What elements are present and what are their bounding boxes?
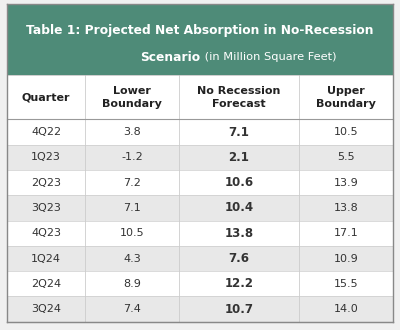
Text: 4.3: 4.3 (123, 253, 141, 264)
Text: 7.1: 7.1 (228, 126, 249, 139)
Text: 1Q24: 1Q24 (31, 253, 61, 264)
Bar (7, 119, 393, 145)
Text: 10.7: 10.7 (224, 303, 254, 315)
Bar (7, 195, 393, 220)
Text: 10.5: 10.5 (334, 127, 358, 137)
Bar (7, 296, 393, 322)
Text: 7.4: 7.4 (123, 304, 141, 314)
Bar (7, 145, 393, 170)
Text: 13.9: 13.9 (334, 178, 358, 188)
Text: -1.2: -1.2 (121, 152, 143, 162)
Text: Quarter: Quarter (22, 92, 70, 102)
Bar (7, 75, 393, 119)
Text: 15.5: 15.5 (334, 279, 358, 289)
Bar (7, 4, 393, 75)
Text: 2Q23: 2Q23 (31, 178, 61, 188)
Text: 17.1: 17.1 (334, 228, 358, 238)
Text: 14.0: 14.0 (334, 304, 358, 314)
Text: 13.8: 13.8 (334, 203, 358, 213)
Text: 7.2: 7.2 (123, 178, 141, 188)
Text: 10.4: 10.4 (224, 201, 254, 214)
Text: 4Q23: 4Q23 (31, 228, 61, 238)
Text: 2Q24: 2Q24 (31, 279, 61, 289)
Text: 13.8: 13.8 (224, 227, 254, 240)
Text: 3Q23: 3Q23 (31, 203, 61, 213)
Text: 3.8: 3.8 (123, 127, 141, 137)
Text: 7.1: 7.1 (123, 203, 141, 213)
Text: 10.6: 10.6 (224, 176, 254, 189)
Text: 10.5: 10.5 (120, 228, 144, 238)
Text: Upper
Boundary: Upper Boundary (316, 86, 376, 109)
Text: Scenario: Scenario (140, 51, 200, 64)
Text: 5.5: 5.5 (337, 152, 355, 162)
Text: 1Q23: 1Q23 (31, 152, 61, 162)
Text: 2.1: 2.1 (228, 151, 249, 164)
Text: 12.2: 12.2 (224, 277, 254, 290)
Text: 10.9: 10.9 (334, 253, 358, 264)
Bar (7, 246, 393, 271)
Bar (7, 271, 393, 296)
Text: No Recession
Forecast: No Recession Forecast (197, 86, 281, 109)
Text: Table 1: Projected Net Absorption in No-Recession: Table 1: Projected Net Absorption in No-… (26, 24, 374, 37)
Text: 4Q22: 4Q22 (31, 127, 61, 137)
Text: 8.9: 8.9 (123, 279, 141, 289)
Bar (7, 221, 393, 246)
Text: (in Million Square Feet): (in Million Square Feet) (201, 52, 336, 62)
Bar (7, 170, 393, 195)
Text: Lower
Boundary: Lower Boundary (102, 86, 162, 109)
Text: 3Q24: 3Q24 (31, 304, 61, 314)
Text: 7.6: 7.6 (228, 252, 250, 265)
